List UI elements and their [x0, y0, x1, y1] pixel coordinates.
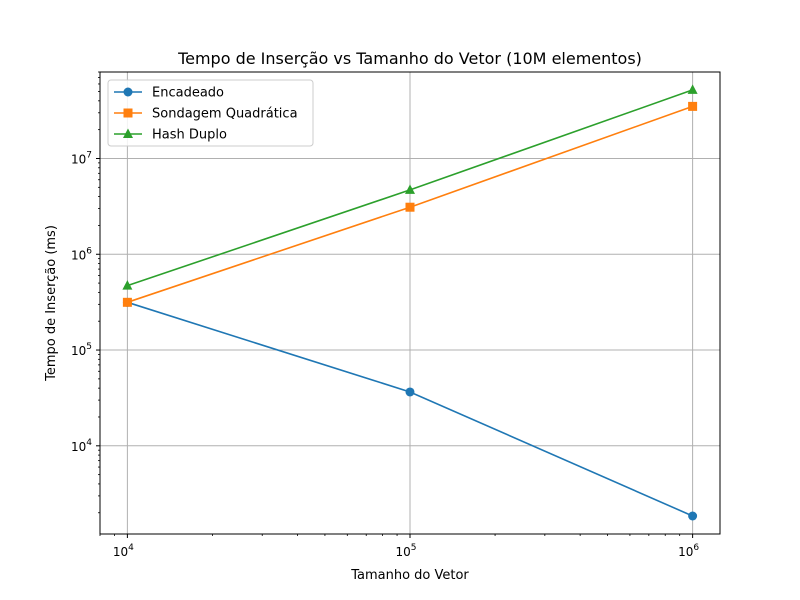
data-point [405, 202, 415, 212]
legend-box [107, 79, 314, 147]
legend-marker [123, 108, 133, 118]
y-tick-label: 107 [71, 150, 92, 166]
x-axis-label: Tamanho do Vetor [350, 568, 469, 583]
y-axis-label: Tempo de Inserção (ms) [44, 225, 59, 382]
chart-title: Tempo de Inserção vs Tamanho do Vetor (1… [177, 49, 642, 68]
series-layer [122, 84, 698, 521]
x-tick-label: 104 [113, 543, 134, 559]
legend-label: Encadeado [152, 86, 224, 101]
legend-marker [123, 87, 133, 97]
legend-item: Sondagem Quadrática [114, 107, 298, 122]
data-point [122, 280, 133, 290]
legend-item: Encadeado [114, 86, 224, 101]
legend-item: Hash Duplo [114, 128, 227, 143]
series-2 [122, 101, 698, 307]
data-point [687, 84, 698, 94]
data-point [405, 387, 415, 397]
y-tick-label: 105 [71, 342, 92, 358]
legend: Encadeado Sondagem Quadrática Hash Duplo [107, 79, 314, 147]
axis-ticks: 104 105 106 104 105 106 107 [71, 71, 699, 559]
data-point [405, 184, 415, 194]
series-3 [122, 84, 698, 290]
data-point [688, 511, 698, 521]
x-tick-label: 105 [395, 543, 416, 559]
grid [100, 72, 720, 534]
y-tick-label: 104 [71, 438, 92, 454]
x-tick-label: 106 [678, 543, 699, 559]
legend-label: Sondagem Quadrática [152, 107, 298, 122]
legend-label: Hash Duplo [152, 128, 227, 143]
data-point [122, 297, 132, 307]
legend-marker [123, 128, 133, 138]
y-tick-label: 106 [71, 246, 92, 262]
data-point [688, 101, 698, 111]
